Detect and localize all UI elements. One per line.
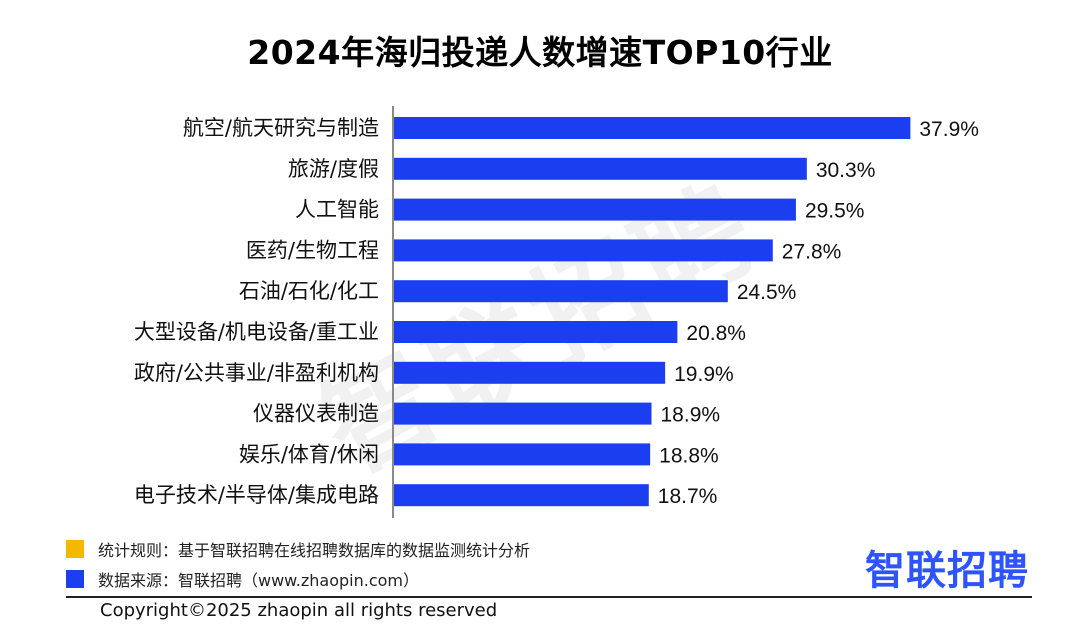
bar [394,484,649,507]
category-label: 仪器仪表制造 [253,402,379,426]
value-label: 18.7% [658,485,718,508]
category-label: 政府/公共事业/非盈利机构 [134,361,379,385]
value-label: 24.5% [737,281,797,304]
note-source-text: 数据来源：智联招聘（www.zhaopin.com） [98,571,420,590]
note-source: 数据来源：智联招聘（www.zhaopin.com） [66,564,530,594]
note-rule-text: 统计规则：基于智联招聘在线招聘数据库的数据监测统计分析 [98,541,531,560]
bar [394,117,911,139]
category-label: 航空/航天研究与制造 [183,116,379,140]
blue-square-icon [66,570,84,588]
category-label: 大型设备/机电设备/重工业 [134,320,379,344]
bar [394,361,666,384]
value-label: 20.8% [686,322,746,345]
yellow-square-icon [66,540,84,558]
category-label: 电子技术/半导体/集成电路 [134,483,379,507]
note-rule: 统计规则：基于智联招聘在线招聘数据库的数据监测统计分析 [66,534,530,564]
value-label: 37.9% [919,118,979,141]
bar-chart: 航空/航天研究与制造 37.9% 旅游/度假 30.3% 人工智能 29.5% 医药/生物工… [134,106,979,518]
value-label: 19.9% [674,363,734,386]
bar [394,321,678,343]
category-label: 娱乐/体育/休闲 [239,442,379,466]
copyright-text: Copyright©2025 zhaopin all rights reserv… [100,600,498,621]
category-label: 旅游/度假 [288,157,379,181]
chart-title: 2024年海归投递人数增速TOP10行业 [247,33,833,72]
zhaopin-logo: 智联招聘 [865,548,1029,594]
notes: 统计规则：基于智联招聘在线招聘数据库的数据监测统计分析 数据来源：智联招聘（ww… [66,534,530,594]
value-label: 30.3% [816,159,876,182]
bar [394,198,796,221]
value-label: 18.8% [659,444,719,467]
value-label: 27.8% [782,240,842,263]
bar [394,280,728,303]
category-label: 石油/石化/化工 [239,279,379,303]
footer-divider [66,596,1032,598]
category-label: 医药/生物工程 [246,238,379,262]
category-label: 人工智能 [295,198,379,222]
bar [394,402,652,425]
bar [394,157,807,180]
value-label: 29.5% [805,200,865,223]
value-label: 18.9% [661,404,721,427]
bar [394,443,651,466]
bar [394,239,773,262]
